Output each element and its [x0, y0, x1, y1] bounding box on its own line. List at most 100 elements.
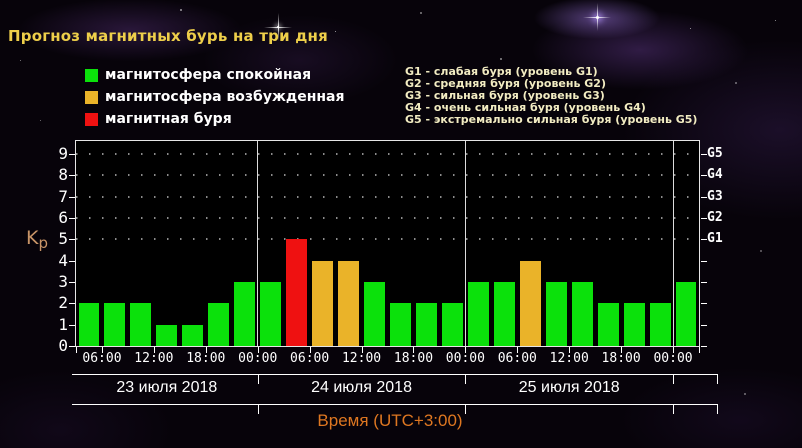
y-tick-right	[701, 153, 707, 155]
kp-bar	[78, 303, 100, 346]
kp-bar	[675, 281, 697, 346]
background-star	[40, 120, 41, 121]
date-band-tick-top	[673, 375, 675, 384]
background-star	[545, 95, 546, 96]
date-band-tick-bottom	[465, 405, 467, 414]
y-tick-left	[69, 281, 75, 283]
y-tick-right	[701, 217, 707, 219]
storm-scale-line-g3: G3 - сильная буря (уровень G3)	[405, 89, 605, 102]
background-star	[20, 60, 21, 61]
y-tick-left	[69, 217, 75, 219]
kp-bar	[182, 324, 204, 346]
kp-axis-label: Kp	[26, 227, 48, 252]
kp-bar	[545, 281, 567, 346]
x-axis-tick	[517, 347, 519, 353]
storm-scale-line-g5: G5 - экстремально сильная буря (уровень …	[405, 113, 698, 126]
time-label: 06:00	[497, 351, 537, 366]
x-axis-tick	[205, 347, 207, 353]
storm-scale-legend: G1 - слабая буря (уровень G1) G2 - средн…	[405, 66, 697, 126]
background-star	[744, 393, 746, 395]
y-axis-tick-label: 8	[58, 165, 68, 185]
legend-swatch-quiet	[85, 68, 98, 82]
gridline-kp9	[76, 152, 699, 155]
x-axis-tick	[465, 347, 467, 353]
date-label: 25 июля 2018	[518, 379, 620, 396]
gridline-kp8	[76, 174, 699, 177]
time-label: 12:00	[134, 351, 174, 366]
date-band-line-bottom	[72, 404, 718, 405]
time-label: 12:00	[549, 351, 589, 366]
y-tick-left	[69, 260, 75, 262]
kp-bar	[260, 281, 282, 346]
day-divider	[672, 141, 674, 346]
x-axis-tick	[699, 347, 700, 353]
legend-label-storm: магнитная буря	[105, 111, 232, 127]
background-star	[500, 58, 502, 60]
y-tick-right	[701, 303, 707, 305]
y-tick-left	[69, 239, 75, 241]
y-tick-right	[701, 346, 707, 347]
legend-item-quiet: магнитосфера спокойная	[85, 67, 344, 83]
time-label: 18:00	[186, 351, 226, 366]
kp-bar	[130, 303, 152, 346]
kp-bar	[415, 303, 437, 346]
background-star	[775, 20, 776, 21]
y-axis-tick-label: 3	[58, 271, 68, 291]
y-axis-tick-label: 5	[58, 229, 68, 249]
legend-swatch-excited	[85, 90, 98, 104]
g-level-label: G3	[707, 188, 723, 204]
y-tick-right	[701, 324, 707, 326]
storm-scale-line-g4: G4 - очень сильная буря (уровень G4)	[405, 101, 646, 114]
y-axis-tick-label: 0	[58, 336, 68, 355]
g-level-label: G4	[707, 167, 723, 183]
date-label: 24 июля 2018	[311, 379, 412, 396]
date-band-tick-top	[465, 375, 467, 384]
kp-bar	[649, 303, 671, 346]
x-axis-title: Время (UTC+3:00)	[317, 411, 463, 430]
y-axis-tick-label: 9	[58, 143, 68, 163]
date-band-tick-bottom	[257, 405, 259, 414]
x-axis-tick	[413, 347, 415, 353]
background-star	[335, 31, 336, 32]
x-axis-tick	[153, 347, 155, 353]
y-axis-tick-label: 1	[58, 314, 68, 334]
time-label: 00:00	[238, 351, 278, 366]
y-tick-left	[69, 324, 75, 326]
g-level-label: G2	[707, 209, 723, 225]
time-label: 12:00	[341, 351, 382, 366]
background-star	[420, 12, 422, 14]
y-axis-tick-label: 2	[58, 293, 68, 313]
y-tick-left	[69, 153, 75, 155]
time-label: 06:00	[82, 351, 122, 366]
legend-label-excited: магнитосфера возбужденная	[105, 89, 345, 105]
time-label: 18:00	[601, 351, 641, 366]
page-title: Прогноз магнитных бурь на три дня	[8, 27, 328, 45]
date-band-tick-top	[257, 375, 259, 384]
gridline-kp6	[76, 216, 699, 219]
bright-star	[264, 13, 292, 41]
kp-bar	[493, 281, 515, 346]
kp-bar	[623, 303, 645, 346]
date-band-tick-top	[717, 375, 718, 384]
x-axis-tick	[621, 347, 623, 353]
kp-bar	[519, 260, 541, 346]
time-label: 00:00	[445, 351, 485, 366]
kp-bar	[208, 303, 230, 346]
background-star	[760, 250, 762, 252]
bright-star	[583, 3, 611, 31]
legend-item-storm: магнитная буря	[85, 111, 344, 127]
day-divider	[257, 141, 259, 346]
date-band-tick-bottom	[673, 405, 675, 414]
y-axis-tick-label: 7	[58, 186, 68, 206]
kp-bar	[597, 303, 619, 346]
y-tick-right	[701, 239, 707, 241]
kp-bar	[286, 239, 308, 346]
g-level-label: G5	[707, 145, 723, 161]
legend-label-quiet: магнитосфера спокойная	[105, 67, 312, 83]
y-tick-right	[701, 175, 707, 177]
y-tick-left	[69, 346, 75, 347]
time-label: 00:00	[653, 351, 693, 366]
kp-bar	[104, 303, 126, 346]
legend-swatch-storm	[85, 112, 98, 126]
